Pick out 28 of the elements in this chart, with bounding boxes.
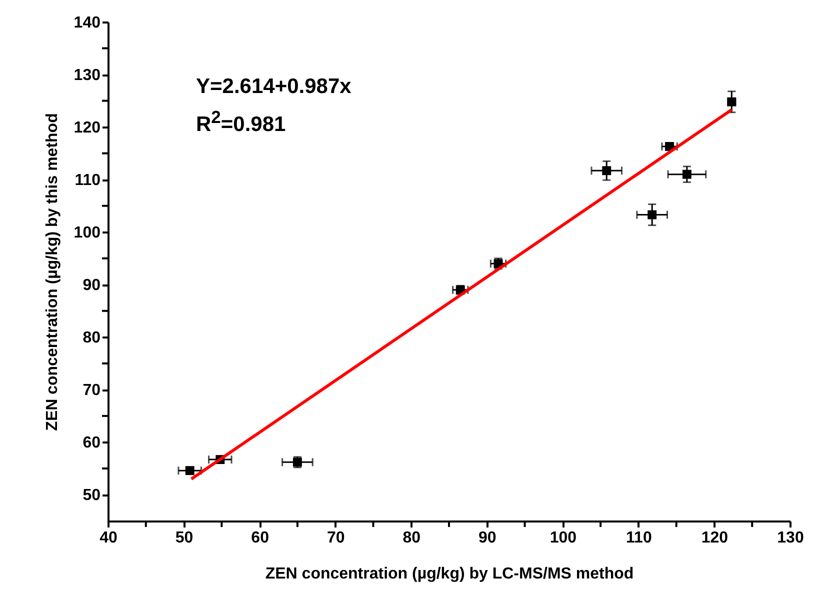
x-tick-label: 90 bbox=[478, 530, 496, 546]
annotation: R$^{2}$=0.981 bbox=[196, 106, 287, 138]
x-tick-label: 40 bbox=[100, 530, 118, 546]
x-tick-label: 70 bbox=[326, 530, 345, 546]
y-tick-label: 110 bbox=[74, 172, 101, 190]
y-tick-label: 120 bbox=[74, 120, 101, 137]
y-tick-label: 130 bbox=[74, 67, 101, 84]
x-tick-label: 60 bbox=[251, 530, 270, 546]
y-tick-label: 60 bbox=[82, 434, 101, 452]
y-tick-label: 90 bbox=[82, 277, 101, 294]
y-tick-label: 80 bbox=[82, 330, 101, 347]
y-axis-title: ZEN concentration (µg/kg) by this method bbox=[44, 113, 61, 431]
x-tick-label: 80 bbox=[402, 530, 421, 546]
point bbox=[185, 466, 194, 476]
x-tick-label: 120 bbox=[701, 530, 728, 546]
x-tick-label: 50 bbox=[175, 530, 194, 546]
point bbox=[682, 170, 692, 179]
x-tick-label: 130 bbox=[777, 530, 804, 546]
x-tick-label: 100 bbox=[550, 530, 577, 546]
y-tick-label: 140 bbox=[74, 14, 101, 32]
y-tick-label: 50 bbox=[82, 487, 101, 504]
x-tick-label: 110 bbox=[626, 530, 652, 546]
y-tick-label: 100 bbox=[74, 224, 101, 242]
x-axis-title: ZEN concentration (µg/kg) by LC-MS/MS method bbox=[265, 566, 634, 582]
point bbox=[648, 210, 657, 220]
y-tick-label: 70 bbox=[82, 382, 101, 400]
point bbox=[602, 166, 612, 176]
annotation: Y=2.614+0.987x bbox=[196, 74, 352, 100]
